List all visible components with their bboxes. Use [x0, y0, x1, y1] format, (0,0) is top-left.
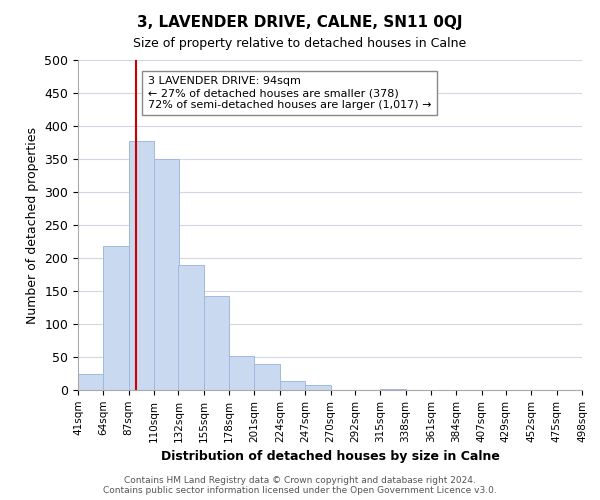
Bar — [129, 140, 154, 390]
Bar — [178, 264, 204, 390]
Bar — [78, 374, 103, 390]
Bar — [305, 386, 331, 390]
Bar — [254, 364, 280, 390]
Text: 3, LAVENDER DRIVE, CALNE, SN11 0QJ: 3, LAVENDER DRIVE, CALNE, SN11 0QJ — [137, 15, 463, 30]
Bar — [154, 159, 179, 390]
Bar — [229, 356, 254, 390]
Text: Size of property relative to detached houses in Calne: Size of property relative to detached ho… — [133, 38, 467, 51]
Text: Contains HM Land Registry data © Crown copyright and database right 2024.
Contai: Contains HM Land Registry data © Crown c… — [103, 476, 497, 495]
Bar — [103, 246, 129, 390]
Bar — [380, 388, 406, 390]
X-axis label: Distribution of detached houses by size in Calne: Distribution of detached houses by size … — [161, 450, 499, 463]
Text: 3 LAVENDER DRIVE: 94sqm
← 27% of detached houses are smaller (378)
72% of semi-d: 3 LAVENDER DRIVE: 94sqm ← 27% of detache… — [148, 76, 431, 110]
Bar — [204, 296, 229, 390]
Bar — [280, 382, 305, 390]
Y-axis label: Number of detached properties: Number of detached properties — [26, 126, 39, 324]
